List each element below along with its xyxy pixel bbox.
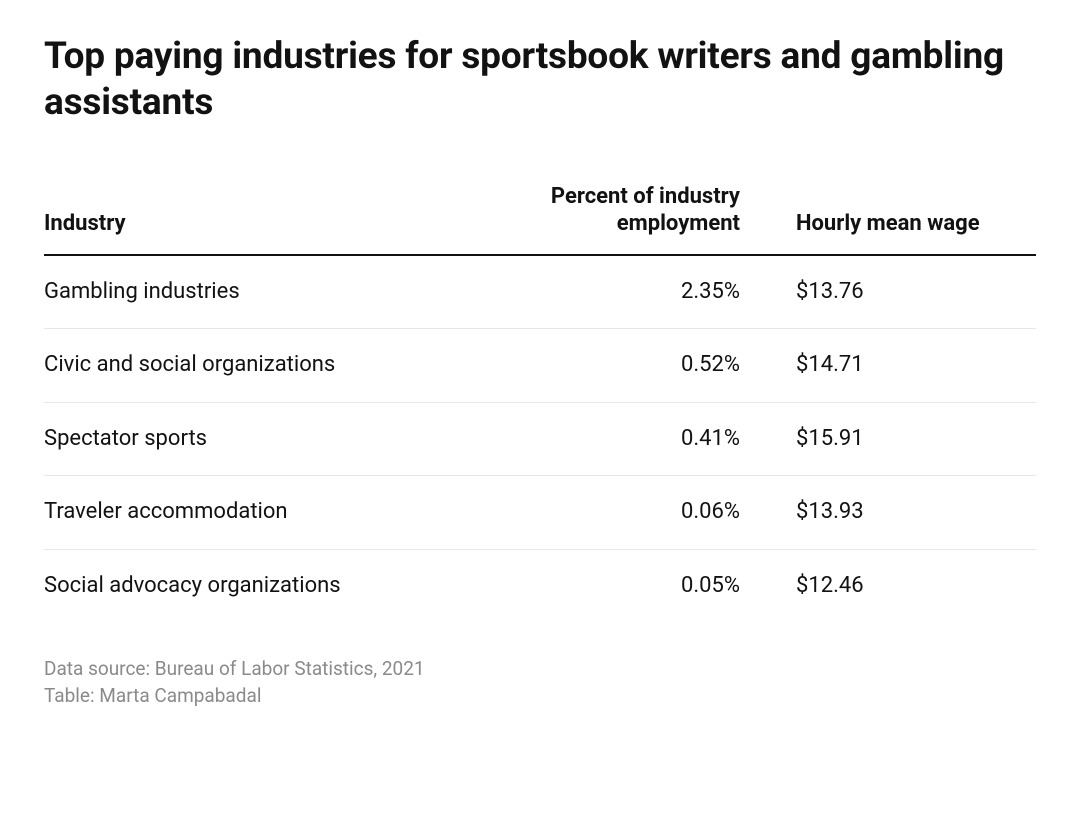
table-row: Social advocacy organizations 0.05% $12.… (44, 549, 1036, 622)
cell-industry: Civic and social organizations (44, 329, 480, 403)
table-row: Gambling industries 2.35% $13.76 (44, 255, 1036, 329)
cell-wage: $12.46 (788, 549, 1036, 622)
cell-industry: Spectator sports (44, 402, 480, 476)
cell-percent: 0.41% (480, 402, 788, 476)
col-header-percent: Percent of industry employment (480, 173, 788, 255)
cell-percent: 0.05% (480, 549, 788, 622)
wage-table: Industry Percent of industry employment … (44, 173, 1036, 623)
table-header-row: Industry Percent of industry employment … (44, 173, 1036, 255)
cell-percent: 2.35% (480, 255, 788, 329)
cell-wage: $14.71 (788, 329, 1036, 403)
footer-source: Data source: Bureau of Labor Statistics,… (44, 656, 1036, 683)
cell-industry: Traveler accommodation (44, 476, 480, 550)
cell-wage: $13.76 (788, 255, 1036, 329)
cell-industry: Gambling industries (44, 255, 480, 329)
cell-wage: $15.91 (788, 402, 1036, 476)
col-header-wage: Hourly mean wage (788, 173, 1036, 255)
footer-credit: Table: Marta Campabadal (44, 683, 1036, 710)
cell-wage: $13.93 (788, 476, 1036, 550)
cell-industry: Social advocacy organizations (44, 549, 480, 622)
table-row: Civic and social organizations 0.52% $14… (44, 329, 1036, 403)
cell-percent: 0.52% (480, 329, 788, 403)
cell-percent: 0.06% (480, 476, 788, 550)
table-row: Traveler accommodation 0.06% $13.93 (44, 476, 1036, 550)
table-row: Spectator sports 0.41% $15.91 (44, 402, 1036, 476)
page-title: Top paying industries for sportsbook wri… (44, 34, 1036, 127)
col-header-industry: Industry (44, 173, 480, 255)
